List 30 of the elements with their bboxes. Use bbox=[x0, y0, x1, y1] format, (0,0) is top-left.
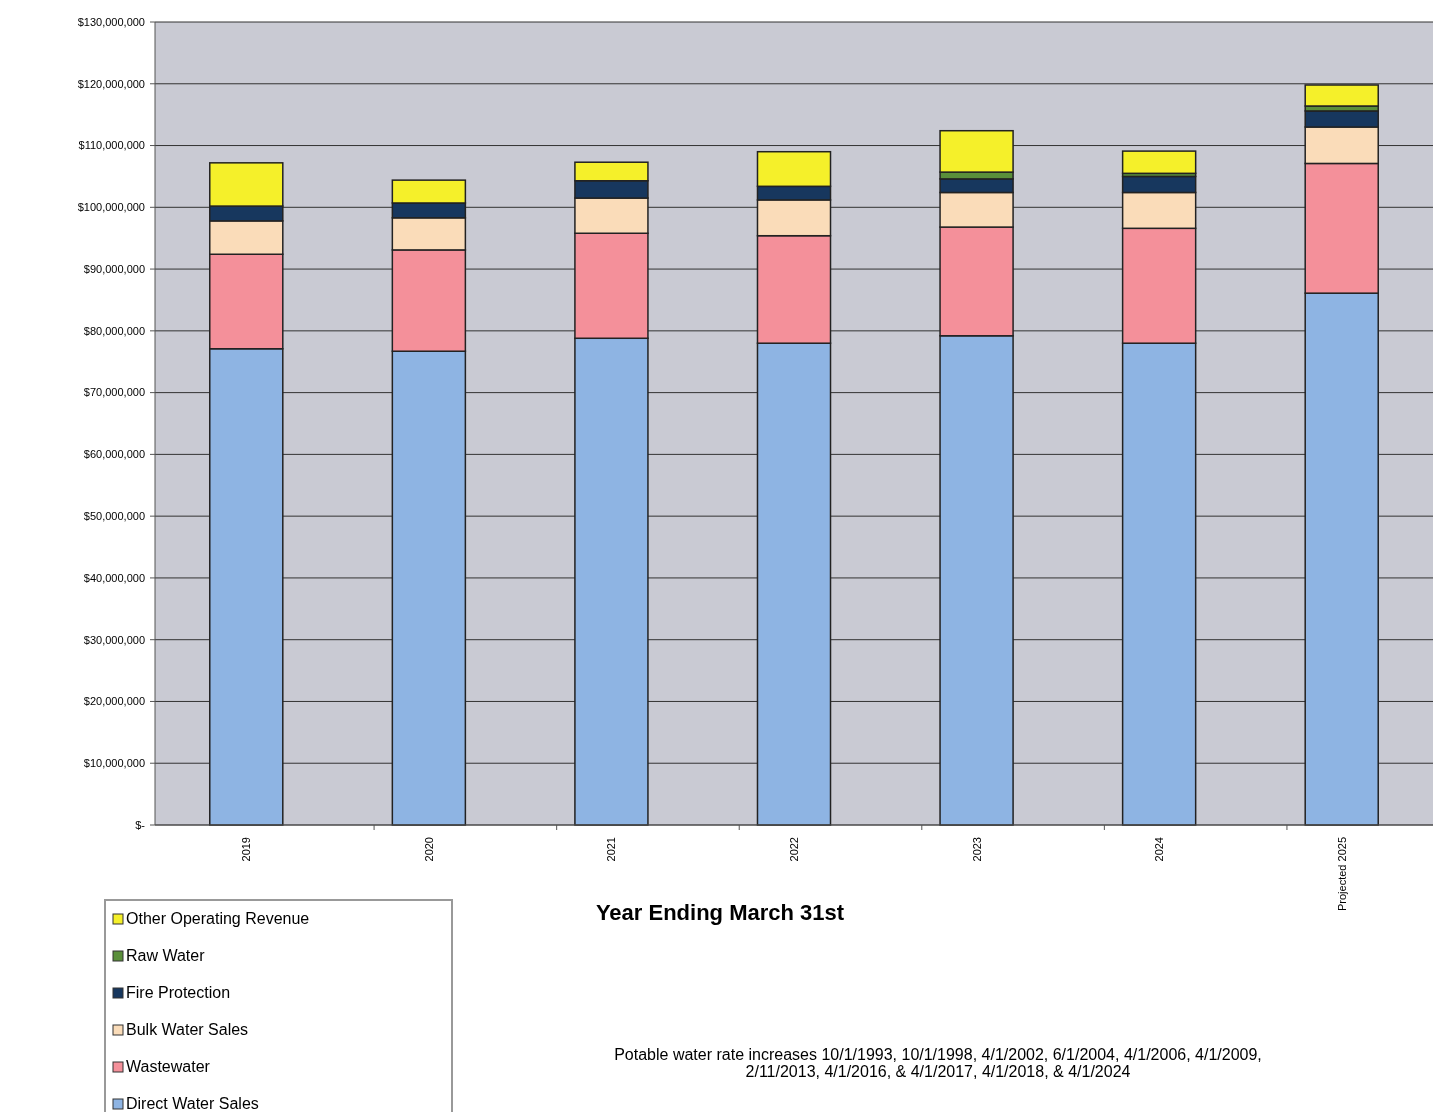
legend-label: Bulk Water Sales bbox=[126, 1021, 249, 1038]
y-tick-label: $90,000,000 bbox=[83, 262, 145, 275]
text: Potable water rate increases 10/1/1993, 10/1/1998, 4/1/2002, 6/1/2004, 4/1/2006, 4/1/2009, 2/11/2013, 4/1/2016, & 4/1/2017, 4/1/2018, & 4/1/2024 bbox=[614, 1046, 1262, 1080]
y-tick-label: $20,000,000 bbox=[83, 695, 145, 708]
y-tick-label: $130,000,000 bbox=[77, 15, 145, 28]
x-tick-label: 2020 bbox=[422, 837, 435, 862]
y-tick-label: $100,000,000 bbox=[77, 201, 145, 214]
legend-label: Fire Protection bbox=[126, 984, 231, 1001]
y-tick-label: $70,000,000 bbox=[83, 386, 145, 399]
y-tick-label: $50,000,000 bbox=[83, 510, 145, 522]
x-tick-label: Projected 2025 bbox=[1335, 837, 1348, 911]
y-tick-label: $- bbox=[135, 818, 146, 831]
legend-label: Other Operating Revenue bbox=[126, 910, 310, 927]
x-tick-label: 2024 bbox=[1153, 837, 1166, 862]
y-tick-label: $30,000,000 bbox=[83, 633, 145, 646]
legend-label: Direct Water Sales bbox=[126, 1095, 259, 1112]
bar bbox=[1121, 150, 1197, 175]
y-tick-label: $60,000,000 bbox=[83, 448, 145, 461]
y-tick-label: $80,000,000 bbox=[83, 324, 145, 337]
y-tick-label: $10,000,000 bbox=[83, 757, 145, 770]
y-tick-label: $110,000,000 bbox=[78, 139, 145, 152]
legend-label: Raw Water bbox=[126, 947, 206, 964]
y-tick-label: $40,000,000 bbox=[83, 571, 145, 584]
legend-label: Wastewater bbox=[126, 1058, 211, 1075]
x-tick-label: 2021 bbox=[605, 837, 618, 862]
x-tick-label: 2023 bbox=[970, 837, 983, 862]
y-tick-label: $120,000,000 bbox=[77, 77, 145, 90]
x-axis-title: Year Ending March 31st bbox=[595, 900, 845, 925]
x-tick-label: 2022 bbox=[788, 837, 800, 862]
x-tick-label: 2019 bbox=[240, 837, 253, 862]
